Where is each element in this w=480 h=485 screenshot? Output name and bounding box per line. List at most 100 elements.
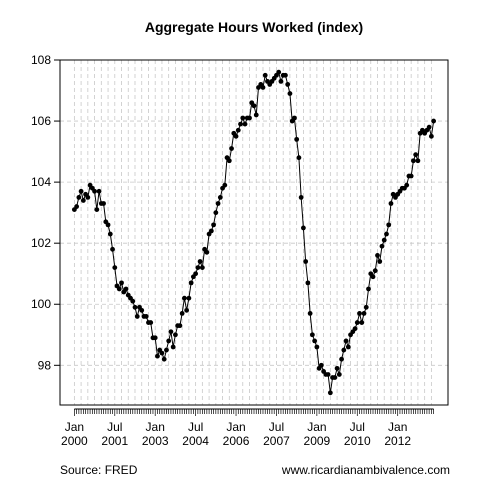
source: Source: FRED	[60, 463, 138, 477]
data-point	[238, 121, 243, 127]
data-point	[229, 146, 234, 151]
data-point	[78, 188, 84, 194]
data-point	[92, 188, 97, 194]
data-point	[327, 390, 333, 396]
data-point	[307, 311, 313, 316]
data-point	[110, 246, 115, 252]
data-point	[119, 280, 124, 286]
data-point	[357, 311, 362, 316]
data-point	[318, 362, 324, 368]
data-point	[292, 115, 297, 121]
data-point	[170, 344, 176, 350]
data-point	[384, 231, 389, 237]
data-point	[235, 127, 241, 133]
data-point	[215, 201, 221, 206]
data-point	[375, 252, 380, 258]
data-point	[372, 268, 378, 274]
data-point	[300, 225, 306, 231]
data-point	[298, 194, 304, 200]
data-point	[413, 152, 419, 158]
data-point	[345, 344, 351, 350]
data-point	[354, 320, 360, 325]
x-tick-label: Jan 2000	[61, 420, 88, 448]
data-point	[159, 350, 165, 356]
data-point	[379, 243, 385, 249]
data-point	[148, 320, 154, 325]
data-point	[74, 204, 80, 209]
data-point	[242, 121, 248, 127]
data-point	[334, 365, 340, 371]
data-point	[139, 307, 145, 313]
data-point	[211, 222, 216, 228]
data-point	[386, 222, 392, 228]
data-point	[343, 338, 349, 344]
data-point	[339, 356, 344, 362]
y-tick-label: 98	[38, 358, 52, 372]
data-point	[294, 136, 300, 142]
data-point	[428, 133, 434, 139]
data-point	[253, 112, 259, 118]
data-point	[366, 286, 371, 292]
data-point	[247, 115, 252, 121]
data-point	[152, 335, 158, 341]
data-point	[222, 182, 228, 188]
data-point	[161, 356, 167, 362]
data-point	[217, 194, 223, 200]
data-point	[166, 338, 172, 344]
data-point	[303, 259, 309, 264]
data-point	[193, 271, 199, 277]
chart-title: Aggregate Hours Worked (index)	[145, 19, 363, 35]
data-point	[336, 372, 342, 377]
data-point	[101, 201, 106, 206]
data-point	[287, 91, 293, 96]
credit: www.ricardianambivalence.com	[281, 463, 450, 477]
data-point	[309, 332, 315, 338]
data-point	[213, 210, 219, 216]
x-tick-label: Jul 2007	[263, 420, 290, 448]
data-point	[179, 311, 185, 316]
x-tick-label: Jul 2004	[182, 420, 209, 448]
data-point	[173, 332, 178, 338]
data-point	[208, 228, 214, 234]
data-point	[408, 173, 414, 179]
data-point	[370, 274, 376, 280]
data-point	[186, 295, 192, 301]
data-point	[177, 323, 183, 329]
y-tick-label: 106	[31, 114, 51, 128]
x-tick-label: Jan 2006	[223, 420, 250, 448]
plot-frame	[59, 59, 449, 406]
data-point	[123, 286, 129, 292]
data-point	[184, 307, 190, 313]
data-point	[96, 188, 102, 194]
data-point	[85, 194, 91, 200]
data-point	[105, 222, 111, 228]
data-point	[116, 286, 122, 292]
data-point	[388, 201, 394, 206]
data-point	[305, 280, 311, 286]
data-point	[240, 115, 246, 121]
data-point	[251, 103, 257, 109]
data-point	[94, 207, 100, 213]
data-point	[143, 314, 149, 319]
data-point	[415, 158, 421, 164]
data-point	[381, 237, 387, 243]
data-point	[285, 82, 291, 87]
data-point	[204, 249, 210, 255]
data-point	[411, 158, 416, 164]
data-point	[431, 118, 437, 124]
data-point	[404, 182, 410, 188]
data-point	[296, 155, 302, 161]
data-point	[199, 265, 205, 271]
data-point	[314, 344, 320, 350]
data-point	[278, 78, 284, 84]
data-point	[226, 158, 232, 164]
data-point	[197, 259, 203, 264]
y-tick-label: 100	[31, 297, 51, 311]
y-tick-label: 102	[31, 236, 51, 250]
data-point	[155, 353, 160, 359]
data-point	[181, 295, 187, 301]
x-tick-label: Jul 2001	[101, 420, 128, 448]
data-point	[312, 338, 318, 344]
